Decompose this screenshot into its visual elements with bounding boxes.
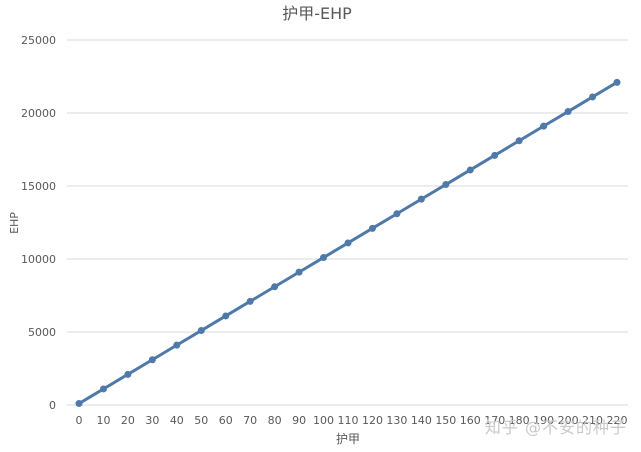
x-tick-label: 50	[194, 414, 208, 427]
x-tick-label: 40	[170, 414, 184, 427]
data-point	[515, 137, 523, 145]
data-point	[344, 239, 352, 247]
y-tick-label: 15000	[21, 180, 56, 193]
chart-title: 护甲-EHP	[282, 4, 352, 23]
x-tick-label: 100	[313, 414, 334, 427]
x-tick-label: 20	[121, 414, 135, 427]
x-tick-label: 150	[435, 414, 456, 427]
x-tick-label: 10	[96, 414, 110, 427]
data-point	[417, 195, 425, 203]
x-tick-label: 190	[533, 414, 554, 427]
y-tick-label: 20000	[21, 107, 56, 120]
x-tick-label: 140	[411, 414, 432, 427]
data-point	[589, 93, 597, 101]
x-tick-label: 130	[386, 414, 407, 427]
data-point	[393, 210, 401, 218]
data-point	[442, 181, 450, 189]
y-tick-label: 5000	[28, 326, 56, 339]
x-tick-label: 80	[268, 414, 282, 427]
y-axis-label: EHP	[8, 212, 21, 234]
x-tick-labels: 0 10 20 30 40 50 60 70 80 90 100 110 120 130 140 150 160…	[76, 414, 628, 427]
y-tick-labels: 0 5000 10000 15000 20000 25000	[21, 34, 56, 412]
data-point	[197, 327, 205, 335]
x-tick-label: 180	[509, 414, 530, 427]
data-point	[124, 370, 132, 378]
data-point	[491, 151, 499, 159]
data-point	[222, 312, 230, 320]
x-tick-label: 170	[484, 414, 505, 427]
x-tick-label: 60	[219, 414, 233, 427]
data-point	[148, 356, 156, 364]
x-tick-label: 200	[558, 414, 579, 427]
y-tick-label: 10000	[21, 253, 56, 266]
x-tick-label: 110	[338, 414, 359, 427]
data-point	[75, 400, 83, 408]
data-point	[320, 254, 328, 262]
x-tick-label: 30	[145, 414, 159, 427]
data-point	[246, 297, 254, 305]
gridlines	[67, 39, 628, 406]
y-tick-label: 25000	[21, 34, 56, 47]
data-point	[271, 283, 279, 291]
data-point	[99, 385, 107, 393]
data-point	[466, 166, 474, 174]
x-tick-label: 90	[292, 414, 306, 427]
x-tick-label: 70	[243, 414, 257, 427]
data-point	[295, 268, 303, 276]
x-axis-label: 护甲	[336, 432, 360, 446]
x-tick-label: 210	[582, 414, 603, 427]
x-tick-label: 120	[362, 414, 383, 427]
data-point	[368, 224, 376, 232]
x-tick-label: 160	[460, 414, 481, 427]
data-point	[540, 122, 548, 130]
data-point	[613, 78, 621, 86]
watermark: 知乎 @不安的种子	[484, 418, 627, 437]
x-tick-label: 0	[76, 414, 83, 427]
series-group	[75, 78, 621, 408]
data-point	[173, 341, 181, 349]
data-point	[564, 108, 572, 116]
y-tick-label: 0	[49, 399, 56, 412]
x-tick-label: 220	[607, 414, 628, 427]
